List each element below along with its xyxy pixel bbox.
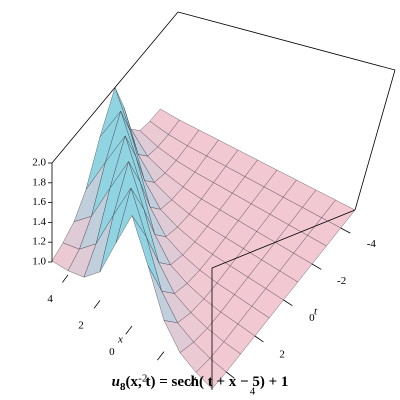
z-tick-label: 1.6: [32, 196, 46, 208]
caption-subscript: 8: [120, 381, 126, 393]
t-tick-label: 0: [309, 312, 315, 324]
t-tick-label: -4: [367, 238, 377, 250]
x-tick: [157, 351, 165, 361]
box-edge: [354, 69, 396, 211]
t-tick-label: 2: [279, 349, 285, 361]
caption-rest: (x, t) = sech( t + x − 5) + 1: [125, 374, 288, 390]
t-tick-label: 4: [250, 386, 256, 398]
x-tick: [125, 325, 133, 335]
t-tick-label: -2: [337, 275, 346, 287]
z-tick-label: 1.4: [32, 216, 46, 228]
x-tick-label: 0: [109, 346, 115, 358]
box: [51, 11, 396, 390]
box-edge: [51, 11, 179, 164]
surface: [51, 86, 356, 390]
x-tick-label: 2: [78, 320, 84, 332]
t-tick: [311, 263, 322, 270]
t-tick: [226, 371, 235, 379]
caption: u8(x, t) = sech( t + x − 5) + 1: [112, 374, 289, 392]
x-tick-label: 4: [47, 293, 53, 305]
box-edge: [177, 11, 396, 71]
t-axis-label: t: [314, 306, 318, 318]
x-tick: [62, 274, 69, 283]
t-tick: [254, 335, 264, 343]
surface-patch: [195, 358, 227, 390]
box-edge: [211, 209, 356, 269]
x-tick: [93, 300, 101, 309]
x-axis-label: x: [117, 334, 123, 346]
x-tick: [188, 376, 197, 387]
z-tick-label: 1.0: [32, 256, 46, 268]
t-tick: [340, 227, 351, 234]
t-tick: [283, 299, 293, 307]
z-tick-label: 1.8: [32, 176, 46, 188]
z-tick-label: 1.2: [32, 236, 46, 248]
caption-main: u: [112, 374, 120, 390]
z-tick-label: 2.0: [32, 157, 46, 169]
x-tick-label: -2: [138, 373, 147, 385]
